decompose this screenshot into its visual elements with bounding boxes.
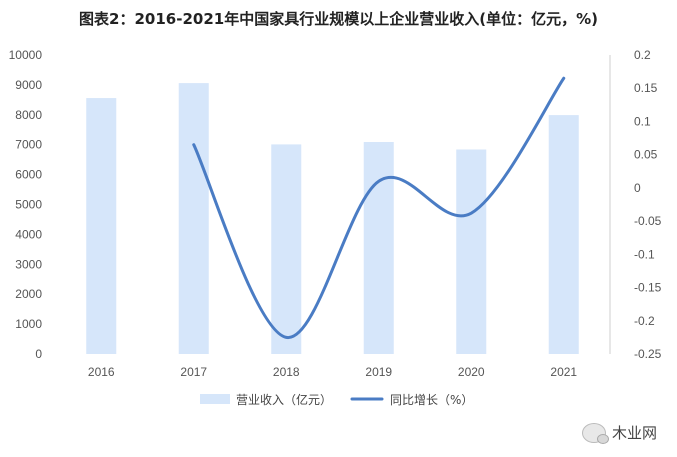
y-left-tick-label: 9000 xyxy=(15,78,42,92)
legend-swatch-bar xyxy=(200,394,230,404)
legend-label-revenue: 营业收入（亿元） xyxy=(236,392,332,407)
y-right-tick-label: 0.1 xyxy=(634,114,651,128)
y-left-tick-label: 6000 xyxy=(15,168,42,182)
bar-2016 xyxy=(86,98,117,354)
watermark-text: 木业网 xyxy=(611,424,657,442)
chart-title: 图表2：2016-2021年中国家具行业规模以上企业营业收入(单位：亿元，%) xyxy=(79,10,598,28)
growth-line xyxy=(192,76,566,339)
x-tick-label: 2017 xyxy=(180,365,207,379)
y-left-tick-label: 2000 xyxy=(15,287,42,301)
bar-2020 xyxy=(456,149,487,354)
y-right-tick-label: -0.2 xyxy=(634,314,655,328)
y-left-tick-label: 4000 xyxy=(15,227,42,241)
y-right-tick-label: 0 xyxy=(634,181,641,195)
y-right-tick-label: -0.25 xyxy=(634,347,662,361)
y-right-tick-label: -0.15 xyxy=(634,281,662,295)
chart-legend: 营业收入（亿元） 同比增长（%） xyxy=(200,392,473,407)
y-right-tick-label: 0.2 xyxy=(634,48,651,62)
y-right-tick-label: 0.05 xyxy=(634,148,658,162)
y-left-tick-label: 5000 xyxy=(15,198,42,212)
y-right-tick-label: -0.1 xyxy=(634,247,655,261)
y-left-tick-label: 8000 xyxy=(15,108,42,122)
y-right-tick-label: -0.05 xyxy=(634,214,662,228)
x-tick-label: 2016 xyxy=(88,365,115,379)
bar-2017 xyxy=(178,83,209,354)
y-left-tick-label: 7000 xyxy=(15,138,42,152)
x-tick-label: 2021 xyxy=(550,365,577,379)
bar-2018 xyxy=(271,144,302,354)
y-left-tick-label: 10000 xyxy=(9,48,43,62)
x-tick-label: 2019 xyxy=(365,365,392,379)
legend-label-growth: 同比增长（%） xyxy=(390,393,473,407)
wechat-icon xyxy=(581,422,609,444)
watermark: 木业网 xyxy=(581,422,657,444)
y-left-tick-label: 3000 xyxy=(15,257,42,271)
y-right-tick-label: 0.15 xyxy=(634,81,658,95)
bar-2019 xyxy=(363,142,394,354)
y-left-tick-label: 0 xyxy=(35,347,42,361)
x-tick-label: 2020 xyxy=(458,365,485,379)
bar-2021 xyxy=(548,115,579,354)
y-left-tick-label: 1000 xyxy=(15,317,42,331)
x-tick-label: 2018 xyxy=(273,365,300,379)
